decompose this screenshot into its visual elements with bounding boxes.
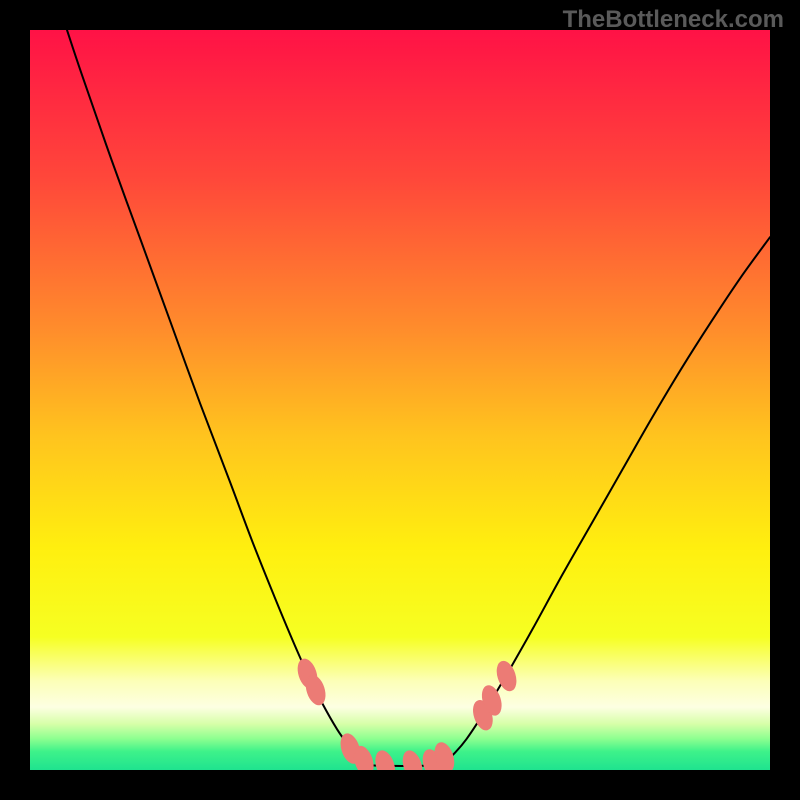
bottleneck-curve: [67, 30, 770, 766]
curve-marker: [400, 749, 426, 770]
bottleneck-curve-chart: [30, 30, 770, 770]
watermark-text: TheBottleneck.com: [563, 6, 784, 34]
curve-marker: [372, 749, 398, 770]
curve-marker: [494, 659, 520, 693]
